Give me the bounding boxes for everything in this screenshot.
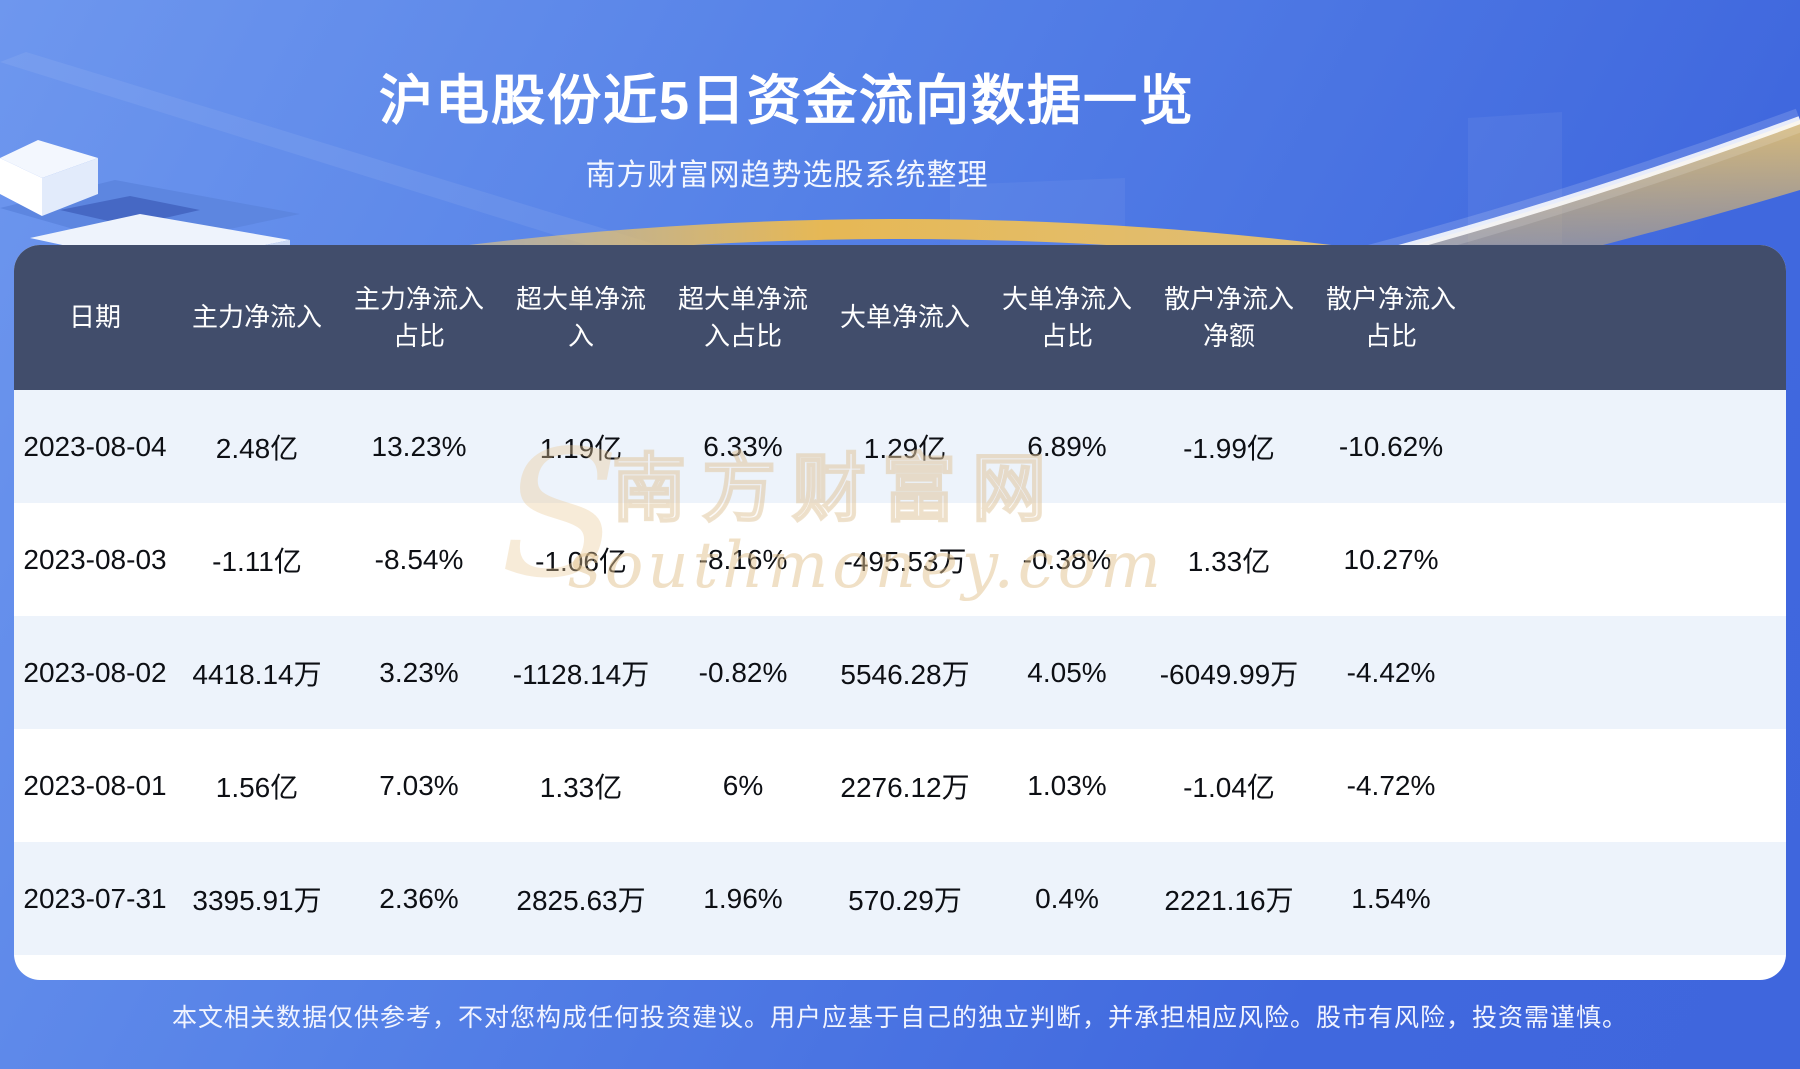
fund-flow-table: 日期 主力净流入 主力净流入 占比 超大单净流 入 超大单净流 入占比 大单净流… [14, 245, 1786, 980]
table-cell: 10.27% [1343, 543, 1439, 575]
table-cell: 1.56亿 [215, 771, 299, 803]
table-cell: 5546.28万 [840, 658, 970, 690]
column-header-retail-net-inflow: 散户净流入 净额 [1163, 283, 1294, 351]
table-cell: -4.42% [1346, 656, 1436, 688]
column-header-large-order-net-inflow-pct: 大单净流入 占比 [1001, 283, 1132, 351]
table-cell: -10.62% [1338, 430, 1444, 462]
page-subtitle: 南方财富网趋势选股系统整理 [585, 159, 989, 192]
date-cell: 2023-08-01 [23, 769, 167, 801]
table-cell: 2.48亿 [215, 432, 299, 464]
table-cell: 2276.12万 [840, 771, 970, 803]
table-cell: -8.16% [698, 543, 788, 575]
table-cell: -8.54% [374, 543, 464, 575]
table-cell: 1.33亿 [1187, 545, 1271, 577]
column-header-large-order-net-inflow: 大单净流入 [839, 302, 970, 332]
table-cell: 1.29亿 [863, 432, 947, 464]
table-cell: -1.99亿 [1183, 432, 1275, 464]
table-cell: 6.33% [703, 430, 783, 462]
table-cell: 3.23% [379, 656, 459, 688]
table-cell: -0.82% [698, 656, 788, 688]
table-cell: 1.19亿 [539, 432, 623, 464]
column-header-date: 日期 [68, 302, 121, 332]
table-cell: 13.23% [371, 430, 467, 462]
table-header-row: 日期 主力净流入 主力净流入 占比 超大单净流 入 超大单净流 入占比 大单净流… [14, 245, 1786, 390]
disclaimer-text: 本文相关数据仅供参考，不对您构成任何投资建议。用户应基于自己的独立判断，并承担相… [171, 1004, 1628, 1032]
table-cell: -0.38% [1022, 543, 1112, 575]
table-cell: -1.04亿 [1183, 771, 1275, 803]
table-cell: 570.29万 [848, 884, 962, 916]
page-title: 沪电股份近5日资金流向数据一览 [378, 71, 1196, 131]
table-cell: 4418.14万 [192, 658, 322, 690]
table-cell: 1.54% [1351, 882, 1431, 914]
column-header-main-net-inflow: 主力净流入 [191, 302, 322, 332]
table-cell: 4.05% [1027, 656, 1107, 688]
table-cell: 7.03% [379, 769, 459, 801]
column-header-xl-order-net-inflow-pct: 超大单净流 入占比 [677, 283, 808, 351]
table-cell: 0.4% [1035, 882, 1099, 914]
table-cell: 2221.16万 [1164, 884, 1294, 916]
column-header-xl-order-net-inflow: 超大单净流 入 [515, 283, 646, 351]
column-header-retail-net-inflow-pct: 散户净流入 占比 [1325, 283, 1456, 351]
column-header-main-net-inflow-pct: 主力净流入 占比 [353, 283, 484, 351]
table-cell: 1.33亿 [539, 771, 623, 803]
date-cell: 2023-08-02 [23, 656, 167, 688]
table-cell: 6% [722, 769, 764, 801]
light-streak [0, 52, 700, 268]
date-cell: 2023-08-03 [23, 543, 167, 575]
isometric-blocks-graphic [0, 140, 300, 280]
table-cell: -1128.14万 [512, 658, 650, 690]
date-cell: 2023-08-04 [23, 430, 167, 462]
table-cell: -1.06亿 [535, 545, 627, 577]
table-row: 2023-08-01 1.56亿 7.03% 1.33亿 6% 2276.12万… [14, 729, 1786, 842]
table-row: 2023-08-02 4418.14万 3.23% -1128.14万 -0.8… [14, 616, 1786, 729]
table-cell: 3395.91万 [192, 884, 322, 916]
table-cell: -6049.99万 [1159, 658, 1299, 690]
table-row: 2023-08-03 -1.11亿 -8.54% -1.06亿 -8.16% -… [14, 503, 1786, 616]
table-row: 2023-07-31 3395.91万 2.36% 2825.63万 1.96%… [14, 842, 1786, 955]
table-cell: -495.53万 [843, 545, 967, 577]
table-cell: -4.72% [1346, 769, 1436, 801]
table-cell: 2825.63万 [516, 884, 646, 916]
table-cell: 1.96% [703, 882, 783, 914]
table-cell: -1.11亿 [212, 545, 302, 577]
date-cell: 2023-07-31 [23, 882, 167, 914]
table-cell: 1.03% [1027, 769, 1107, 801]
table-cell: 2.36% [379, 882, 459, 914]
table-cell: 6.89% [1027, 430, 1107, 462]
table-row: 2023-08-04 2.48亿 13.23% 1.19亿 6.33% 1.29… [14, 390, 1786, 503]
